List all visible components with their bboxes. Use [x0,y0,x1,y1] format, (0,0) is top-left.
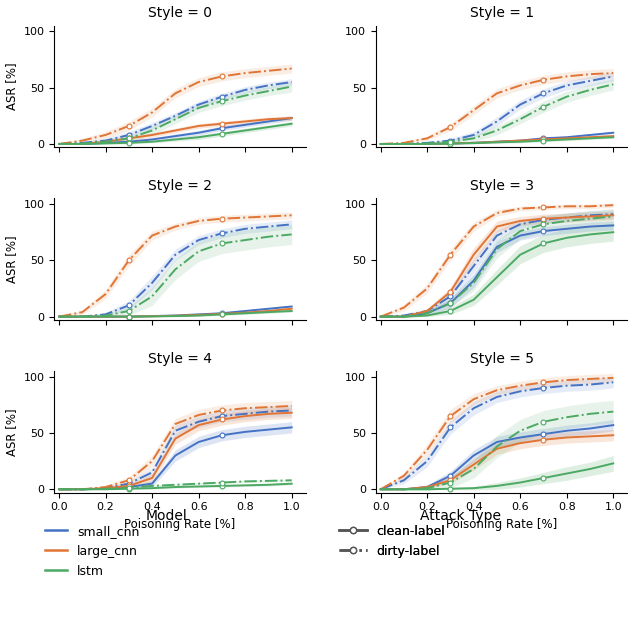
Title: Style = 0: Style = 0 [148,6,212,21]
Y-axis label: ASR [%]: ASR [%] [5,62,18,110]
Y-axis label: ASR [%]: ASR [%] [5,408,18,456]
Text: Attack Type: Attack Type [420,509,501,523]
Legend: clean-label, dirty-label: clean-label, dirty-label [339,525,445,558]
Text: Model: Model [145,509,188,523]
Title: Style = 2: Style = 2 [148,179,212,193]
Title: Style = 1: Style = 1 [470,6,534,21]
Y-axis label: ASR [%]: ASR [%] [5,236,18,283]
X-axis label: Poisoning Rate [%]: Poisoning Rate [%] [446,518,557,531]
Title: Style = 3: Style = 3 [470,179,534,193]
Title: Style = 4: Style = 4 [148,352,212,366]
Title: Style = 5: Style = 5 [470,352,534,366]
X-axis label: Poisoning Rate [%]: Poisoning Rate [%] [124,518,236,531]
